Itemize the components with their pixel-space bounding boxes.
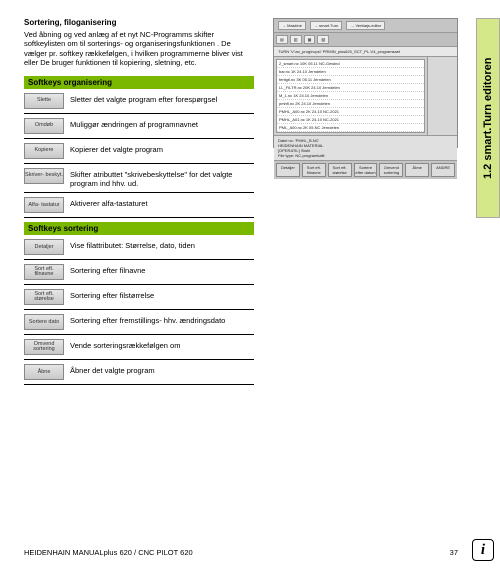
softkey-row: Slette Sletter det valgte program efter f…	[24, 89, 254, 114]
section-title-bar: Softkeys sortering	[24, 222, 254, 235]
scr-softkey: Omvend sortering	[379, 163, 403, 177]
page-number: 37	[450, 548, 458, 557]
softkey-button: Åbne	[24, 364, 64, 380]
softkey-row: Kopiere Kopierer det valgte program	[24, 139, 254, 164]
page-footer: HEIDENHAIN MANUALplus 620 / CNC PILOT 62…	[24, 548, 458, 557]
softkey-description: Kopierer det valgte program	[70, 143, 254, 154]
softkey-row: Sort eft. filnavne Sortering efter filnav…	[24, 260, 254, 285]
scr-softkey: Sort eft. størelse	[328, 163, 352, 177]
section-title-bar: Softkeys organisering	[24, 76, 254, 89]
softkey-description: Sortering efter fremstillings- hhv. ændr…	[70, 314, 254, 325]
softkey-description: Åbner det valgte program	[70, 364, 254, 375]
file-row: B22.nc 2K 24.10 Jerndelen	[277, 132, 424, 133]
softkey-row: Åbne Åbner det valgte program	[24, 360, 254, 385]
softkey-row: Omdøb Muliggør ændringen af programnavnet	[24, 114, 254, 139]
scr-softkey: Sort eft. filnavne	[302, 163, 326, 177]
softkey-description: Skifter atributtet "skrivebeskyttelse" f…	[70, 168, 254, 189]
side-tab: 1.2 smart.Turn editoren	[476, 18, 500, 218]
softkey-button: Alfa- tastatur	[24, 197, 64, 213]
footer-product: HEIDENHAIN MANUALplus 620 / CNC PILOT 62…	[24, 548, 193, 557]
softkey-row: Detaljer Vise filattributet: Størrelse, d…	[24, 235, 254, 260]
softkey-description: Sletter det valgte program efter forespø…	[70, 93, 254, 104]
scr-menu-chip: → Verktøjs-editor	[346, 21, 385, 30]
scr-softkey: Detaljer	[276, 163, 300, 177]
info-line: File type: NC-programkalit	[278, 153, 453, 158]
file-row: LL_FILTR.nc 20K 24.10 Jerndelen	[277, 84, 424, 92]
toolbar-icon: ▦	[304, 35, 316, 44]
softkey-button: Skriver- beskyt.	[24, 168, 64, 184]
file-row: pmhfl.nc 2K 24.10 Jerndelen	[277, 100, 424, 108]
softkey-button: Kopiere	[24, 143, 64, 159]
softkey-button: Detaljer	[24, 239, 64, 255]
softkey-button: Sort eft. filnavne	[24, 264, 64, 280]
softkey-description: Vise filattributet: Størrelse, dato, tid…	[70, 239, 254, 250]
softkey-description: Vende sorteringsrækkefølgen om	[70, 339, 254, 350]
file-row: 2_smart.nc 10K 05.11 NC-Gewind	[277, 60, 424, 68]
file-row: M_1.nc 1K 24.10 Jerndelen	[277, 92, 424, 100]
file-row: bar.nc 1K 24.10 Jerndelen	[277, 68, 424, 76]
file-row: fertigtl.nc 3K 05.11 Jerndelen	[277, 76, 424, 84]
toolbar-icon: ▧	[317, 35, 329, 44]
softkey-row: Sortere dato Sortering efter fremstilling…	[24, 310, 254, 335]
intro-paragraph: Ved åbning og ved anlæg af et nyt NC-Pro…	[24, 30, 254, 68]
scr-path-bar: TURN 'V:\nc_prog\ncps\' PRMIN_plus620_SC…	[274, 47, 457, 57]
file-row: PMHL_A01.nc 1K 24.10 NC-2021	[277, 116, 424, 124]
scr-menu-chip: → Maskine	[278, 21, 306, 30]
softkey-button: Sort eft. størelse	[24, 289, 64, 305]
scr-menubar: → Maskine → smart.Turn → Verktøjs-editor	[274, 19, 457, 33]
softkey-row: Alfa- tastatur Aktiverer alfa-tastaturet	[24, 193, 254, 218]
info-icon: i	[472, 539, 494, 561]
file-row: PML_A00.nc 2K 05.NC Jerndelen	[277, 124, 424, 132]
softkey-row: Skriver- beskyt. Skifter atributtet "skri…	[24, 164, 254, 194]
softkey-description: Sortering efter filstørrelse	[70, 289, 254, 300]
scr-softkey-bar: Detaljer Sort eft. filnavne Sort eft. st…	[274, 160, 457, 179]
softkey-row: Sort eft. størelse Sortering efter filstø…	[24, 285, 254, 310]
scr-body: 2_smart.nc 10K 05.11 NC-Gewind bar.nc 1K…	[274, 57, 457, 135]
scr-softkey: ANDRE	[431, 163, 455, 177]
softkey-button: Slette	[24, 93, 64, 109]
softkey-button: Omvend sortering	[24, 339, 64, 355]
softkey-button: Omdøb	[24, 118, 64, 134]
scr-scrollbar	[427, 57, 457, 135]
toolbar-icon: ▤	[276, 35, 288, 44]
softkey-button: Sortere dato	[24, 314, 64, 330]
scr-toolbar: ▤ ▥ ▦ ▧	[274, 33, 457, 47]
softkey-description: Aktiverer alfa-tastaturet	[70, 197, 254, 208]
scr-file-list: 2_smart.nc 10K 05.11 NC-Gewind bar.nc 1K…	[276, 59, 425, 133]
scr-info-panel: Datei nc: 'PMHL_B.NC' HEIDENHAIN MATERIA…	[274, 135, 457, 160]
softkey-description: Sortering efter filnavne	[70, 264, 254, 275]
softkey-row: Omvend sortering Vende sorteringsrækkeføl…	[24, 335, 254, 360]
softkey-description: Muliggør ændringen af programnavnet	[70, 118, 254, 129]
page-body: Sortering, filoganisering Ved åbning og …	[0, 0, 500, 403]
editor-screenshot: → Maskine → smart.Turn → Verktøjs-editor…	[273, 18, 458, 148]
scr-menu-chip: → smart.Turn	[310, 21, 342, 30]
file-row: PMHL_A00.nc 2K 24.10 NC-2021	[277, 108, 424, 116]
scr-softkey: Åbne	[405, 163, 429, 177]
toolbar-icon: ▥	[290, 35, 302, 44]
scr-softkey: Sortere efter datum	[354, 163, 378, 177]
